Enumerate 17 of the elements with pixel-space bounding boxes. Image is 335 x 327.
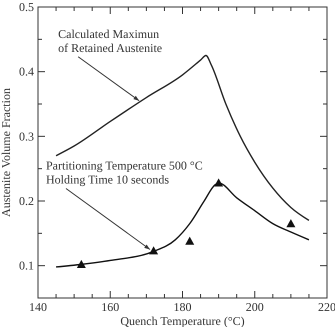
y-axis-title: Austenite Volume Fraction <box>0 88 13 217</box>
point <box>214 178 224 186</box>
point <box>185 236 194 245</box>
y-tick-label: 0.4 <box>19 64 34 79</box>
y-tick-label: 0.2 <box>19 194 34 208</box>
y-tick-label: 0.3 <box>19 129 34 144</box>
annotation: Calculated Maximun of Retained Austenite <box>58 26 162 55</box>
point <box>286 219 296 228</box>
point <box>76 260 86 268</box>
x-tick-label: 200 <box>246 300 264 314</box>
x-tick-label: 180 <box>174 300 192 314</box>
x-tick-label: 140 <box>29 300 47 314</box>
x-tick-label: 160 <box>101 300 120 314</box>
annotation: Partitioning Temperature 500 °C Holding Time 10 seconds <box>46 158 203 186</box>
y-tick-label: 0.1 <box>19 258 34 273</box>
y-tick-label: 0.5 <box>19 0 34 14</box>
point <box>149 246 158 254</box>
